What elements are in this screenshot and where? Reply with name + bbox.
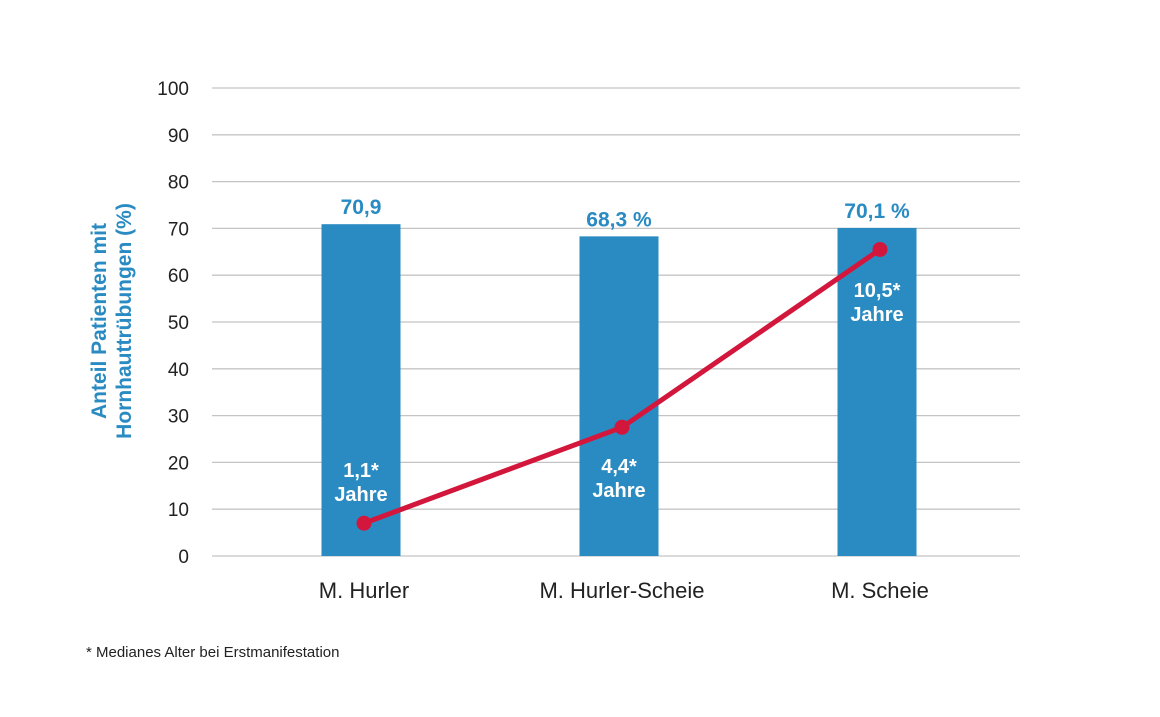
x-tick-label-1: M. Hurler-Scheie xyxy=(539,578,704,603)
line-point-label-2: 10,5* Jahre xyxy=(850,280,903,326)
y-tick-label-90: 90 xyxy=(168,126,189,147)
line-point-label-0: 1,1* Jahre xyxy=(334,460,387,506)
bar-value-label-2: 70,1 % xyxy=(844,200,910,223)
bar-1 xyxy=(579,236,659,556)
y-axis-title-line-1: Hornhauttrübungen (%) xyxy=(113,203,136,439)
bar-2 xyxy=(837,227,917,556)
bar-value-label-1: 68,3 % xyxy=(586,208,652,231)
y-tick-label-50: 50 xyxy=(168,313,189,334)
y-tick-label-70: 70 xyxy=(168,219,189,240)
x-tick-labels: M. Hurler M. Hurler-Scheie M. Scheie xyxy=(319,578,929,603)
y-tick-label-100: 100 xyxy=(157,79,189,100)
bar-value-label-0: 70,9 xyxy=(341,196,382,219)
line-point-label-1-line-1: Jahre xyxy=(592,480,645,502)
footnote: * Medianes Alter bei Erstmanifestation xyxy=(86,644,340,661)
line-point-0 xyxy=(356,515,372,531)
y-axis-title-text: Anteil Patienten mitHornhauttrübungen (%… xyxy=(88,203,136,439)
y-tick-label-0: 0 xyxy=(178,547,189,568)
y-tick-label-60: 60 xyxy=(168,266,189,287)
x-tick-label-2: M. Scheie xyxy=(831,578,929,603)
bar-0 xyxy=(321,224,401,557)
line-point-label-2-line-0: 10,5* xyxy=(854,280,901,302)
line-point-label-1: 4,4* Jahre xyxy=(592,456,645,502)
line-point-1 xyxy=(614,419,630,435)
y-tick-label-80: 80 xyxy=(168,173,189,194)
line-point-2 xyxy=(872,241,888,257)
y-tick-label-10: 10 xyxy=(168,500,189,521)
y-axis-title: Anteil Patienten mitHornhauttrübungen (%… xyxy=(88,203,136,439)
y-tick-labels: 0 10 20 30 40 50 60 70 80 90 100 xyxy=(157,79,189,568)
line-point-label-0-line-0: 1,1* xyxy=(343,460,379,482)
bars: 70,9 68,3 % 70,1 % xyxy=(321,196,917,557)
y-tick-label-20: 20 xyxy=(168,453,189,474)
x-tick-label-0: M. Hurler xyxy=(319,578,409,603)
line-point-label-0-line-1: Jahre xyxy=(334,484,387,506)
line-point-label-2-line-1: Jahre xyxy=(850,304,903,326)
line-point-label-1-line-0: 4,4* xyxy=(601,456,637,478)
y-axis-title-line-0: Anteil Patienten mit xyxy=(88,223,111,419)
y-tick-label-30: 30 xyxy=(168,407,189,428)
y-tick-label-40: 40 xyxy=(168,360,189,381)
